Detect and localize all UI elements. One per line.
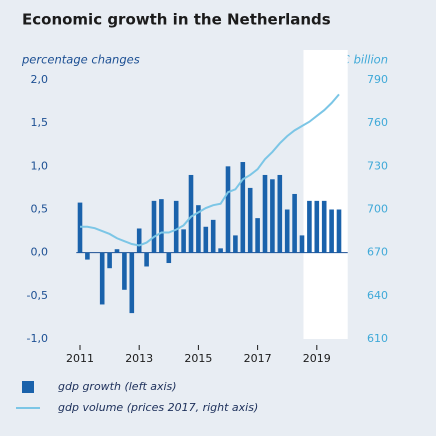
legend-label: gdp volume (prices 2017, right axis) bbox=[58, 401, 258, 414]
bar bbox=[247, 187, 253, 253]
x-tick-label: 2017 bbox=[244, 352, 272, 365]
y2-tick-label: 730 bbox=[367, 159, 388, 172]
y-tick-label: -1,0 bbox=[27, 332, 48, 345]
bar bbox=[173, 200, 179, 253]
bar bbox=[292, 193, 297, 253]
bar bbox=[255, 218, 260, 253]
legend-swatch bbox=[22, 381, 34, 393]
bar bbox=[188, 174, 194, 253]
bar bbox=[321, 200, 327, 253]
bar bbox=[284, 209, 290, 253]
y2-tick-label: 700 bbox=[367, 203, 388, 216]
bar bbox=[225, 166, 231, 253]
bar bbox=[196, 205, 201, 253]
y-axis-title: percentage changes bbox=[21, 53, 140, 67]
bar bbox=[329, 209, 334, 253]
bar bbox=[233, 235, 238, 253]
bar bbox=[122, 252, 127, 290]
bar bbox=[240, 162, 246, 253]
legend-label: gdp growth (left axis) bbox=[58, 380, 177, 393]
bar bbox=[336, 209, 342, 253]
bar bbox=[277, 174, 283, 253]
y2-tick-label: 610 bbox=[367, 332, 388, 345]
bar bbox=[151, 200, 157, 253]
x-tick-label: 2011 bbox=[66, 352, 94, 365]
bar bbox=[136, 228, 142, 253]
bar bbox=[129, 252, 135, 314]
bar bbox=[262, 174, 268, 253]
line bbox=[80, 93, 340, 247]
y2-tick-label: 790 bbox=[367, 73, 388, 86]
bar bbox=[314, 200, 320, 253]
bar bbox=[203, 226, 209, 253]
bar bbox=[299, 235, 305, 253]
bar bbox=[99, 252, 105, 305]
chart-title: Economic growth in the Netherlands bbox=[22, 11, 331, 29]
bar bbox=[166, 252, 172, 264]
y-tick-label: 0,0 bbox=[31, 246, 49, 259]
y-tick-label: 1,5 bbox=[31, 116, 49, 129]
y2-tick-label: 670 bbox=[367, 246, 388, 259]
bar bbox=[107, 252, 112, 269]
y2-axis-title: € billion bbox=[342, 53, 388, 67]
bar bbox=[218, 248, 223, 253]
y2-tick-label: 640 bbox=[367, 289, 388, 302]
y-tick-label: 0,5 bbox=[31, 203, 49, 216]
bar bbox=[159, 199, 164, 253]
forecast-area bbox=[303, 50, 348, 339]
bar bbox=[270, 179, 275, 253]
y-tick-label: -0,5 bbox=[27, 289, 48, 302]
y-tick-label: 1,0 bbox=[31, 159, 49, 172]
bar bbox=[307, 200, 312, 253]
bar bbox=[85, 252, 90, 260]
x-tick-label: 2013 bbox=[125, 352, 153, 365]
bar bbox=[181, 229, 186, 253]
x-tick-label: 2019 bbox=[303, 352, 331, 365]
y2-tick-label: 760 bbox=[367, 116, 388, 129]
x-tick-label: 2015 bbox=[184, 352, 212, 365]
bar bbox=[210, 219, 216, 253]
bar bbox=[114, 249, 120, 253]
bar bbox=[144, 252, 149, 267]
y-tick-label: 2,0 bbox=[31, 73, 49, 86]
